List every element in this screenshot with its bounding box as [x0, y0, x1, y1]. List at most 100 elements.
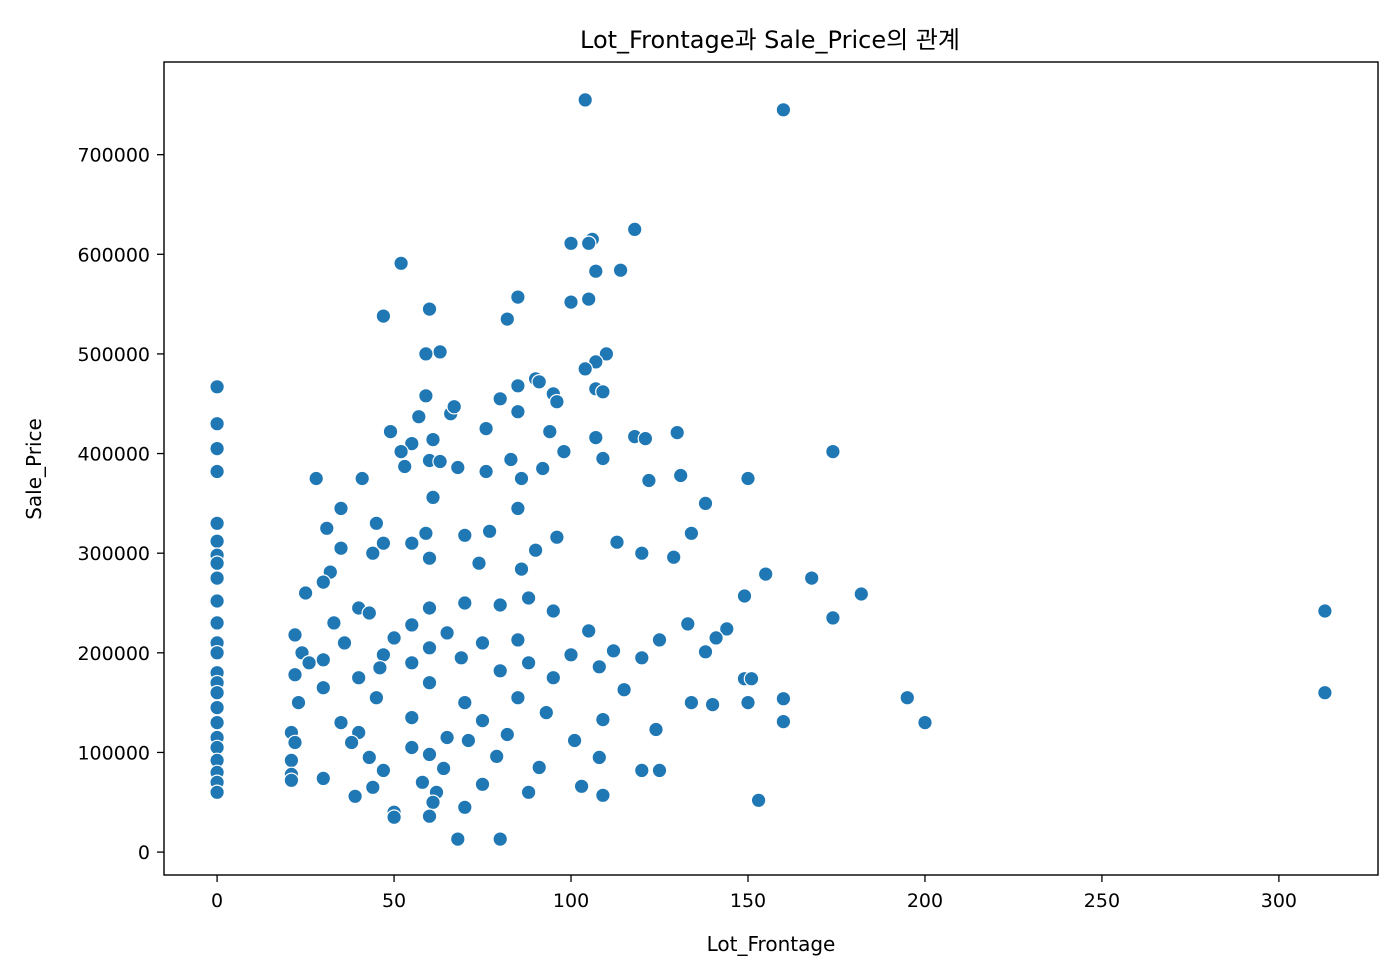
- data-point: [510, 377, 526, 394]
- x-tick-label: 200: [907, 890, 943, 912]
- data-point: [899, 689, 916, 706]
- data-point: [375, 646, 392, 663]
- data-point: [283, 752, 300, 769]
- data-point: [573, 778, 590, 795]
- data-point: [386, 630, 402, 646]
- data-point: [648, 721, 664, 738]
- x-tick-label: 0: [211, 890, 223, 912]
- data-point: [637, 430, 654, 447]
- data-point: [209, 378, 225, 395]
- data-point: [853, 586, 870, 602]
- data-point: [350, 669, 367, 686]
- data-point: [209, 684, 225, 701]
- x-tick-label: 300: [1261, 890, 1297, 912]
- data-point: [209, 714, 225, 731]
- data-point: [825, 443, 841, 460]
- y-tick-label: 400000: [77, 444, 150, 466]
- data-point: [343, 734, 360, 751]
- data-point: [510, 689, 526, 706]
- data-point: [439, 729, 455, 746]
- data-point: [403, 654, 420, 671]
- data-point: [209, 699, 225, 716]
- data-point: [633, 762, 650, 779]
- data-point: [510, 500, 526, 517]
- data-point: [503, 451, 519, 468]
- data-point: [283, 772, 300, 789]
- data-point: [531, 373, 547, 390]
- data-point: [679, 616, 696, 632]
- x-tick-label: 250: [1084, 890, 1120, 912]
- data-point: [318, 520, 335, 537]
- data-point: [361, 605, 378, 621]
- data-point: [209, 739, 225, 756]
- data-point: [541, 423, 558, 440]
- data-point: [403, 535, 420, 551]
- data-point: [375, 762, 392, 779]
- data-point: [354, 470, 370, 487]
- y-tick-label: 500000: [77, 344, 150, 366]
- data-point: [563, 235, 579, 252]
- points-layer: [209, 92, 1333, 847]
- data-point: [421, 600, 438, 616]
- data-point: [393, 443, 409, 460]
- data-point: [626, 221, 643, 238]
- data-point: [510, 289, 526, 305]
- data-point: [386, 809, 402, 825]
- data-point: [520, 654, 537, 671]
- data-point: [718, 621, 735, 637]
- data-point: [333, 540, 349, 556]
- data-point: [587, 263, 604, 279]
- data-point: [740, 470, 756, 487]
- data-point: [209, 533, 225, 549]
- data-point: [740, 694, 756, 711]
- data-point: [432, 453, 448, 470]
- plot-frame: [163, 61, 1379, 876]
- data-point: [697, 643, 714, 660]
- data-point: [301, 654, 317, 671]
- data-point: [474, 635, 491, 651]
- data-point: [577, 361, 593, 377]
- data-point: [510, 632, 526, 648]
- data-point: [410, 408, 427, 425]
- data-point: [566, 732, 583, 749]
- data-point: [609, 534, 625, 550]
- data-point: [368, 689, 385, 706]
- x-tick-label: 150: [730, 890, 766, 912]
- data-point: [425, 794, 441, 811]
- data-point: [580, 235, 597, 252]
- y-axis: 0 100000 200000 300000 400000 500000 600000 700…: [77, 145, 164, 864]
- x-tick-label: 50: [382, 890, 406, 912]
- data-point: [651, 762, 668, 779]
- data-point: [598, 346, 615, 362]
- data-point: [421, 674, 438, 691]
- data-point: [425, 489, 441, 506]
- data-point: [414, 774, 431, 791]
- data-point: [531, 759, 547, 776]
- data-point: [736, 588, 753, 604]
- data-point: [757, 566, 774, 582]
- data-point: [492, 597, 508, 613]
- data-point: [750, 792, 767, 809]
- data-point: [315, 651, 332, 668]
- data-point: [449, 459, 466, 476]
- chart-title: Lot_Frontage과 Sale_Price의 관계: [580, 26, 960, 54]
- data-point: [421, 550, 438, 566]
- y-tick-label: 300000: [77, 543, 150, 565]
- data-point: [545, 603, 562, 619]
- data-point: [396, 458, 413, 475]
- data-point: [492, 831, 508, 847]
- data-point: [803, 570, 820, 586]
- data-point: [612, 262, 629, 278]
- data-point: [633, 649, 650, 666]
- data-point: [474, 712, 491, 729]
- data-point: [683, 525, 700, 542]
- data-point: [595, 383, 611, 400]
- data-point: [315, 574, 332, 590]
- data-point: [456, 527, 473, 544]
- data-point: [209, 415, 225, 432]
- data-point: [209, 593, 225, 609]
- data-point: [456, 694, 473, 711]
- data-point: [421, 808, 438, 824]
- data-point: [209, 615, 225, 631]
